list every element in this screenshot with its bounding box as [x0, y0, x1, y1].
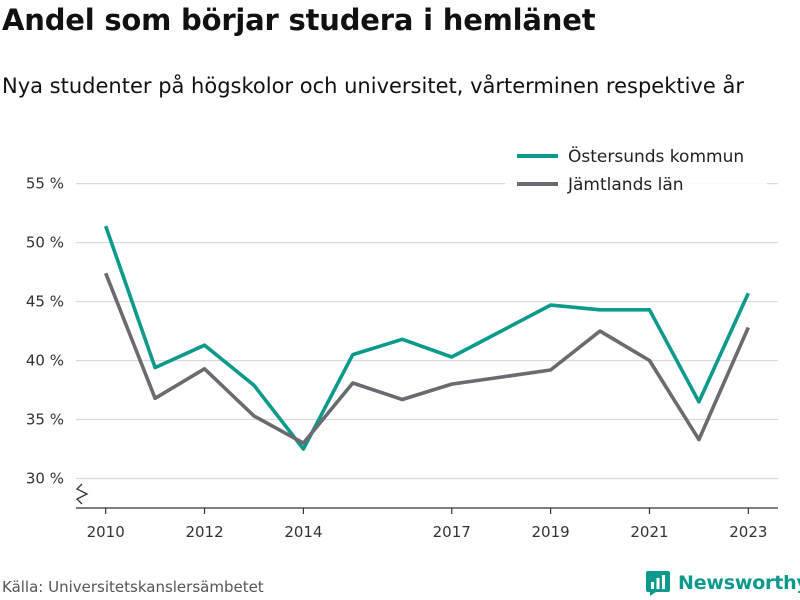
- y-tick-label: 40 %: [26, 352, 64, 370]
- legend-label: Östersunds kommun: [568, 145, 744, 167]
- x-tick-label: 2017: [433, 523, 471, 541]
- x-axis: 2010 2012 2014 2017 2019 2021 2023: [76, 507, 778, 541]
- series-line: [104, 272, 750, 445]
- y-tick-label: 45 %: [26, 293, 64, 311]
- legend-label: Jämtlands län: [567, 175, 684, 195]
- x-tick-label: 2023: [729, 523, 767, 541]
- grid-lines: [76, 182, 778, 480]
- chart-subtitle: Nya studenter på högskolor och universit…: [2, 74, 744, 98]
- x-tick-label: 2010: [87, 523, 125, 541]
- newsworthy-logo-icon: [646, 571, 670, 596]
- y-axis: 30 % 35 % 40 % 45 % 50 % 55 %: [26, 175, 64, 488]
- axis-break-mark: [75, 483, 89, 505]
- x-tick-label: 2012: [185, 523, 223, 541]
- series-line: [104, 225, 750, 451]
- y-tick-label: 30 %: [26, 470, 64, 488]
- y-tick-label: 50 %: [26, 234, 64, 252]
- source-note: Källa: Universitetskanslersämbetet: [2, 578, 264, 596]
- x-tick-label: 2019: [531, 523, 569, 541]
- y-tick-label: 35 %: [26, 411, 64, 429]
- x-tick-label: 2014: [284, 523, 322, 541]
- brand-name: Newsworthy: [678, 572, 800, 594]
- x-tick-label: 2021: [630, 523, 668, 541]
- series-lines: [104, 225, 750, 451]
- brand-logo: Newsworthy: [645, 568, 800, 598]
- legend: Östersunds kommun Jämtlands län: [505, 140, 767, 202]
- axis-break-icon: [75, 483, 89, 505]
- chart-title: Andel som börjar studera i hemlänet: [2, 3, 596, 37]
- legend-background: [505, 140, 767, 202]
- y-tick-label: 55 %: [26, 175, 64, 193]
